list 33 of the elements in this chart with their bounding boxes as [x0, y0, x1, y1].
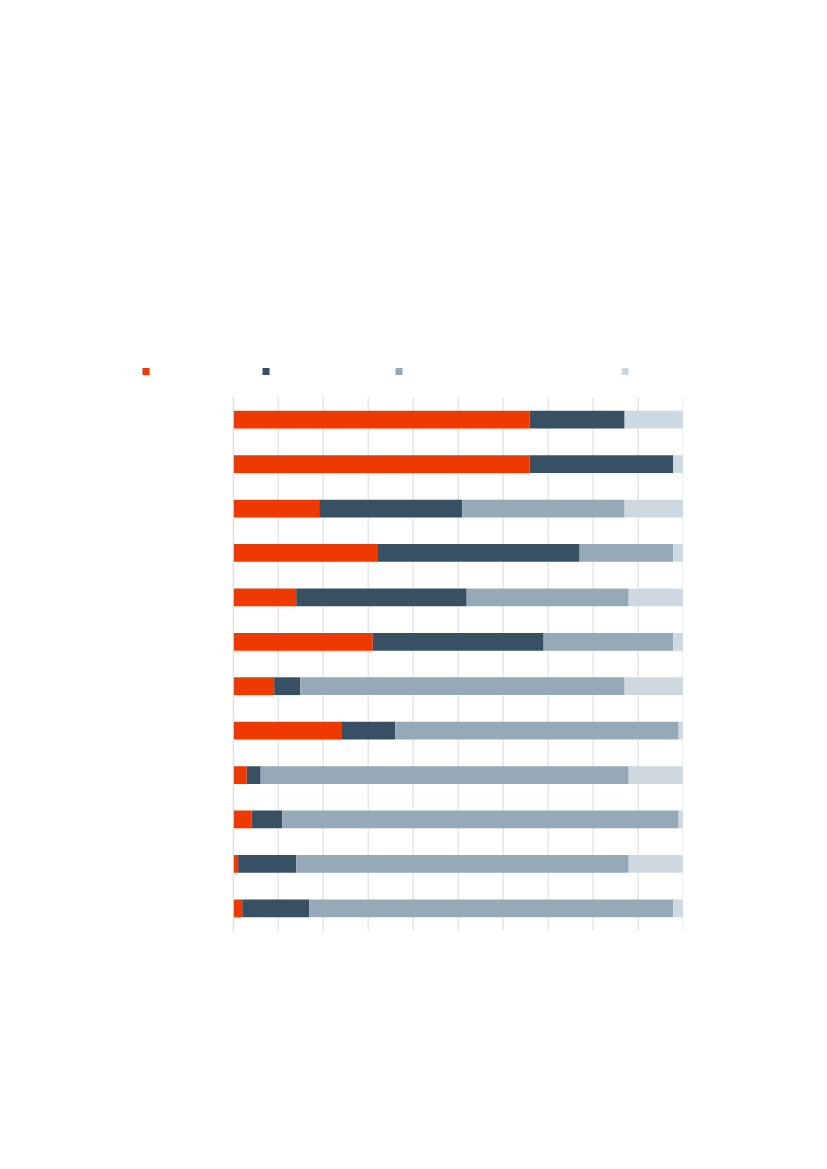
bar [300, 677, 625, 696]
bar [233, 899, 243, 918]
bar [233, 499, 320, 518]
bar [233, 677, 275, 696]
bar [233, 766, 247, 784]
bar [233, 632, 373, 651]
bar [246, 766, 261, 784]
bar [395, 721, 679, 740]
bar [238, 855, 297, 873]
bar [296, 855, 629, 873]
bar [377, 544, 580, 562]
bar [233, 544, 378, 562]
bar [579, 544, 674, 562]
bar [242, 899, 310, 918]
bar [543, 632, 674, 651]
bar [233, 455, 530, 473]
bar [251, 810, 283, 829]
bar [233, 588, 297, 607]
bar [274, 677, 301, 696]
bar [372, 632, 544, 651]
bar [529, 410, 625, 429]
bar [341, 721, 396, 740]
bar [309, 899, 674, 918]
bar [296, 588, 467, 607]
bar [466, 588, 629, 607]
bar [233, 410, 530, 429]
bar [462, 499, 625, 518]
bar [260, 766, 629, 784]
bar [233, 810, 252, 829]
bar [319, 499, 463, 518]
bar [529, 455, 674, 473]
bar [233, 721, 342, 740]
bar [282, 810, 679, 829]
